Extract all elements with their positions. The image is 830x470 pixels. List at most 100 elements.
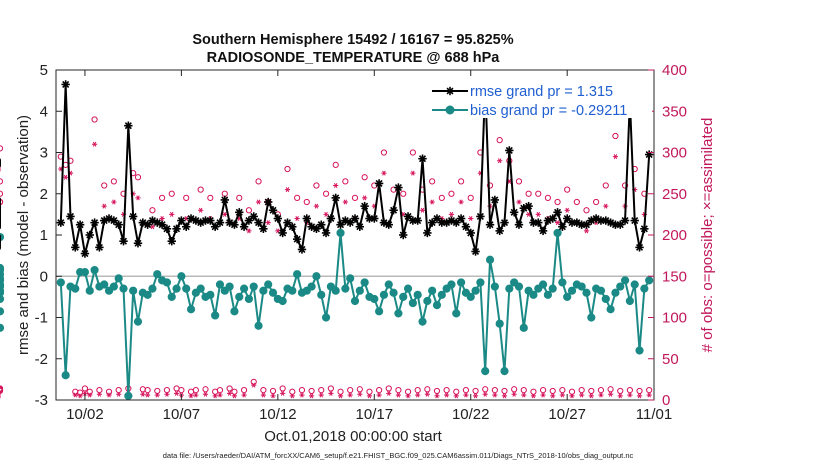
rmse-point (635, 243, 644, 252)
obs-assimilated-marker (173, 390, 180, 396)
bias-point (360, 278, 369, 287)
obs-assimilated-marker (453, 393, 459, 399)
obs-assimilated-marker (135, 195, 141, 201)
obs-possible-marker (183, 194, 190, 201)
y-axis-right: 0 50 100 150 200 250 300 350 400 (648, 62, 687, 409)
rmse-point (355, 222, 365, 231)
rmse-point (423, 228, 432, 238)
obs-possible-marker (621, 182, 629, 189)
bias-point (567, 286, 577, 295)
obs-possible-marker (443, 387, 450, 394)
legend-rmse-label: rmse grand pr = 1.315 (470, 84, 613, 100)
obs-possible-marker (453, 388, 460, 395)
chart-subtitle: RADIOSONDE_TEMPERATURE @ 688 hPa (207, 50, 501, 66)
bias-point (206, 290, 215, 299)
bias-point (384, 280, 393, 289)
bias-point (317, 290, 326, 299)
bias-point (61, 371, 70, 380)
rmse-point (162, 224, 172, 234)
rmse-point (230, 220, 239, 229)
obs-assimilated-marker (308, 393, 315, 399)
obs-assimilated-marker (550, 393, 556, 399)
y2-tick-label: 350 (662, 103, 687, 120)
rmse-point (476, 212, 485, 221)
rmse-point (167, 236, 176, 246)
bias-point (355, 286, 364, 295)
obs-assimilated-marker (569, 393, 575, 399)
rmse-point (95, 243, 104, 252)
obs-assimilated-marker (472, 393, 479, 399)
obs-possible-marker (0, 385, 4, 392)
rmse-point (66, 212, 75, 221)
bias-point (476, 278, 485, 287)
rmse-point (302, 214, 311, 223)
obs-assimilated-marker (636, 393, 643, 399)
y-tick-label: 1 (40, 227, 48, 244)
obs-assimilated-marker (607, 391, 614, 397)
bias-point (0, 323, 5, 332)
obs-possible-marker (438, 194, 445, 201)
rmse-point (384, 220, 393, 229)
obs-assimilated-marker (111, 199, 117, 205)
obs-possible-marker (400, 190, 407, 197)
obs-possible-marker (467, 194, 474, 201)
obs-assimilated-marker (535, 211, 541, 217)
obs-assimilated-marker (463, 392, 469, 398)
obs-possible-marker (236, 194, 243, 201)
legend-rmse-asterisk (445, 86, 455, 96)
obs-assimilated-marker (265, 220, 271, 226)
bias-point (577, 282, 586, 291)
obs-assimilated-marker (289, 393, 295, 399)
y-tick-label: 3 (40, 145, 48, 162)
bias-point (640, 284, 649, 293)
y2-tick-label: 100 (662, 310, 687, 327)
bias-point (379, 290, 389, 299)
obs-possible-marker (158, 194, 166, 201)
bias-point (167, 292, 176, 301)
obs-assimilated-marker (246, 228, 252, 234)
rmse-point (124, 121, 133, 130)
x-axis-label: Oct.01,2018 00:00:00 start (264, 428, 442, 445)
bias-point (331, 286, 340, 295)
rmse-point (466, 228, 475, 238)
y-tick-label: 2 (40, 186, 48, 203)
obs-assimilated-marker (96, 391, 103, 397)
bias-point (235, 292, 244, 301)
obs-assimilated-marker (87, 392, 93, 398)
rmse-point (157, 220, 167, 229)
obs-assimilated-marker (612, 154, 619, 160)
obs-possible-marker (0, 198, 4, 206)
rmse-point (461, 222, 471, 231)
bias-point (447, 280, 456, 289)
obs-possible-marker (366, 388, 373, 395)
bias-point (553, 228, 562, 238)
rmse-point (456, 214, 466, 223)
obs-assimilated-marker (333, 182, 339, 189)
rmse-point (331, 193, 340, 203)
bias-point (124, 391, 133, 400)
obs-assimilated-marker (395, 392, 402, 398)
bias-point (403, 284, 413, 293)
obs-possible-marker (96, 387, 103, 394)
bias-point (90, 265, 99, 275)
obs-assimilated-marker (405, 393, 411, 399)
y2-tick-label: 300 (662, 145, 687, 162)
obs-assimilated-marker (603, 203, 609, 209)
obs-possible-marker (549, 387, 556, 395)
y-tick-label: -3 (35, 392, 48, 409)
obs-possible-marker (602, 182, 609, 189)
legend: rmse grand pr = 1.315 bias grand pr = -0… (430, 80, 652, 119)
obs-assimilated-marker (159, 215, 165, 222)
bias-point (490, 282, 499, 291)
legend-rmse-marker (445, 86, 455, 96)
obs-possible-marker (429, 178, 436, 185)
y2-tick-label: 50 (662, 351, 679, 368)
obs-possible-marker (163, 387, 171, 394)
bias-point (620, 276, 630, 285)
obs-possible-marker (226, 385, 233, 392)
y-tick-label: 4 (40, 103, 48, 120)
rmse-point (558, 222, 567, 231)
obs-assimilated-marker (101, 203, 107, 209)
obs-possible-marker (376, 387, 383, 394)
rmse-point (297, 245, 307, 254)
